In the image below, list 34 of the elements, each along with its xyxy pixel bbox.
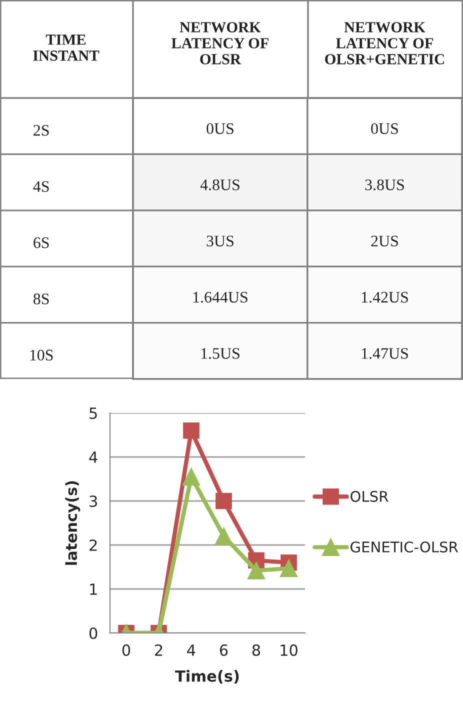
x-tick-label: 6 bbox=[220, 644, 228, 656]
data-label: 0US bbox=[371, 123, 398, 134]
x-tick-label: NETWORK LATENCY OF OLSR+GENETIC bbox=[325, 22, 444, 64]
data-label: 1.47US bbox=[362, 348, 408, 359]
x-axis-title: Time(s) bbox=[175, 670, 239, 684]
y-tick-label: 5 bbox=[90, 408, 97, 420]
y-tick-label: 3 bbox=[90, 495, 97, 508]
legend-label: GENETIC-OLSR bbox=[350, 541, 458, 553]
y-tick-label: 2 bbox=[90, 539, 97, 551]
data-label: 3.8US bbox=[365, 179, 404, 190]
x-tick-label: NETWORK LATENCY OF OLSR bbox=[171, 22, 269, 64]
data-label: 3US bbox=[206, 236, 234, 246]
y-tick-label: 0 bbox=[89, 627, 98, 640]
data-label: 1.5US bbox=[201, 348, 240, 359]
data-label: 1.42US bbox=[362, 292, 408, 303]
y-tick-label: 4S bbox=[33, 181, 49, 192]
data-label: 4.8US bbox=[200, 179, 240, 190]
y-axis-title: TIME INSTANT bbox=[33, 34, 100, 61]
x-tick-label: 8 bbox=[252, 644, 260, 656]
y-tick-label: 8S bbox=[34, 294, 49, 304]
y-tick-label: 2S bbox=[34, 125, 49, 136]
x-tick-label: 4 bbox=[187, 644, 196, 656]
x-tick-label: 10 bbox=[280, 644, 298, 656]
y-tick-label: 4 bbox=[89, 452, 98, 463]
y-tick-label: 1 bbox=[90, 584, 97, 595]
y-tick-label: 10S bbox=[30, 350, 53, 361]
legend-label: OLSR bbox=[350, 490, 388, 502]
y-tick-label: 6S bbox=[34, 237, 49, 248]
x-tick-label: 0 bbox=[122, 644, 130, 656]
data-label: 1.644US bbox=[193, 292, 248, 303]
data-label: 2US bbox=[371, 236, 398, 246]
data-label: 0US bbox=[206, 123, 234, 134]
x-tick-label: 2 bbox=[155, 644, 162, 656]
y-axis-title: latency(s) bbox=[65, 481, 80, 565]
